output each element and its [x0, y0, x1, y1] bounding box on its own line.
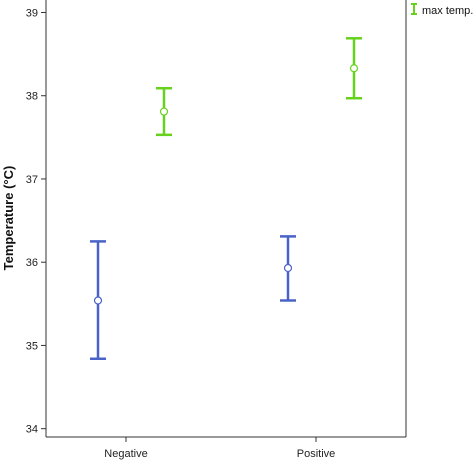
axes [45, 0, 407, 438]
y-tick-label: 34 [26, 424, 38, 436]
mean-point [159, 107, 169, 116]
y-tick-label: 36 [26, 257, 38, 269]
legend-label-max-temp: max temp. [422, 5, 473, 17]
error-bars [90, 37, 362, 361]
error-bar [156, 86, 172, 137]
y-axis-label: Temperature (°C) [1, 166, 16, 271]
y-tick-label: 38 [26, 91, 38, 103]
legend: max temp. [405, 0, 473, 20]
error-bar [280, 235, 296, 302]
mean-point [283, 263, 293, 273]
error-bar [90, 240, 106, 361]
y-tick-label: 35 [26, 340, 38, 352]
ticks: 34 35 36 37 38 39 Negative Positive [26, 7, 336, 460]
y-tick-label: 37 [26, 174, 38, 186]
x-tick-label: Positive [297, 448, 336, 460]
mean-point [93, 296, 103, 305]
legend-marker-max-temp [411, 3, 417, 15]
x-tick-label: Negative [104, 448, 147, 460]
error-bar [346, 37, 362, 100]
mean-point [349, 64, 359, 73]
y-tick-label: 39 [26, 7, 38, 19]
